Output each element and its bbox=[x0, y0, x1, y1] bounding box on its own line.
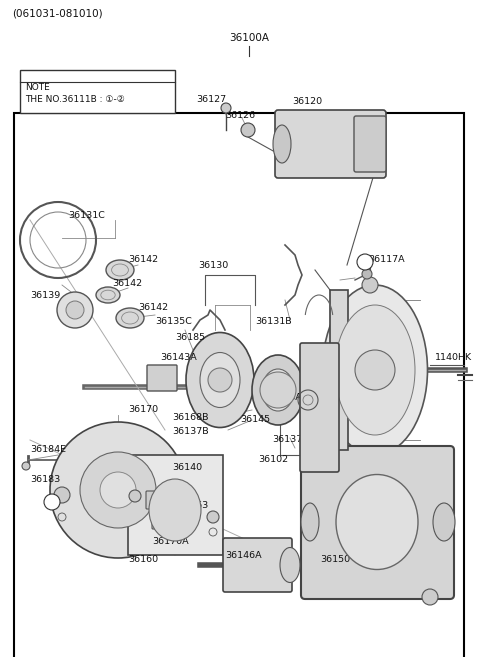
Text: 36130: 36130 bbox=[198, 260, 228, 269]
Text: 36155: 36155 bbox=[98, 476, 128, 484]
Ellipse shape bbox=[262, 369, 294, 411]
Text: THE NO.36111B : ①-②: THE NO.36111B : ①-② bbox=[25, 95, 125, 104]
Ellipse shape bbox=[200, 353, 240, 407]
Bar bbox=[330, 290, 348, 450]
FancyBboxPatch shape bbox=[301, 446, 454, 599]
Ellipse shape bbox=[116, 308, 144, 328]
Text: 36145: 36145 bbox=[240, 415, 270, 424]
Text: 36137B: 36137B bbox=[172, 428, 209, 436]
Ellipse shape bbox=[336, 474, 418, 570]
Circle shape bbox=[50, 422, 186, 558]
Circle shape bbox=[80, 452, 156, 528]
FancyBboxPatch shape bbox=[354, 116, 386, 172]
Text: 36110: 36110 bbox=[340, 394, 370, 403]
Circle shape bbox=[22, 462, 30, 470]
Circle shape bbox=[357, 254, 373, 270]
Ellipse shape bbox=[335, 305, 415, 435]
Ellipse shape bbox=[106, 260, 134, 280]
Text: 2: 2 bbox=[49, 497, 54, 507]
Circle shape bbox=[355, 350, 395, 390]
Circle shape bbox=[241, 123, 255, 137]
Text: 36126: 36126 bbox=[225, 110, 255, 120]
Text: 1140HK: 1140HK bbox=[435, 353, 472, 363]
Text: NOTE: NOTE bbox=[25, 83, 50, 93]
Text: 36163: 36163 bbox=[178, 501, 208, 509]
Circle shape bbox=[129, 490, 141, 502]
Text: 36184E: 36184E bbox=[30, 445, 66, 455]
Text: 1: 1 bbox=[362, 258, 367, 267]
Text: 36143A: 36143A bbox=[160, 353, 197, 363]
Text: 36160: 36160 bbox=[128, 556, 158, 564]
Text: 36183: 36183 bbox=[30, 476, 60, 484]
Text: 36138A: 36138A bbox=[265, 394, 302, 403]
Text: 36120: 36120 bbox=[292, 97, 322, 106]
Text: 36170: 36170 bbox=[128, 405, 158, 415]
Text: 36127: 36127 bbox=[196, 95, 226, 104]
Text: 36142: 36142 bbox=[112, 279, 142, 288]
FancyBboxPatch shape bbox=[152, 511, 164, 529]
Text: 36131B: 36131B bbox=[255, 317, 292, 327]
Text: 36139: 36139 bbox=[30, 290, 60, 300]
Circle shape bbox=[362, 269, 372, 279]
Circle shape bbox=[44, 494, 60, 510]
FancyBboxPatch shape bbox=[147, 365, 177, 391]
Circle shape bbox=[54, 487, 70, 503]
Circle shape bbox=[207, 511, 219, 523]
Circle shape bbox=[362, 277, 378, 293]
Text: 36142: 36142 bbox=[138, 304, 168, 313]
Text: 36100A: 36100A bbox=[229, 33, 269, 43]
Circle shape bbox=[100, 472, 136, 508]
Ellipse shape bbox=[252, 355, 304, 425]
Text: 36146A: 36146A bbox=[225, 551, 262, 560]
Ellipse shape bbox=[433, 503, 455, 541]
Ellipse shape bbox=[96, 287, 120, 303]
Ellipse shape bbox=[186, 332, 254, 428]
Ellipse shape bbox=[301, 503, 319, 541]
Text: (061031-081010): (061031-081010) bbox=[12, 9, 103, 19]
FancyBboxPatch shape bbox=[275, 110, 386, 178]
Circle shape bbox=[208, 368, 232, 392]
Text: 36135C: 36135C bbox=[155, 317, 192, 327]
Ellipse shape bbox=[273, 125, 291, 163]
Text: 36117A: 36117A bbox=[368, 256, 405, 265]
Circle shape bbox=[221, 103, 231, 113]
Circle shape bbox=[57, 292, 93, 328]
Circle shape bbox=[422, 589, 438, 605]
Ellipse shape bbox=[280, 547, 300, 583]
Text: 36131C: 36131C bbox=[68, 210, 105, 219]
Bar bbox=[20, 70, 175, 113]
FancyBboxPatch shape bbox=[223, 538, 292, 592]
Circle shape bbox=[66, 301, 84, 319]
Text: 36187: 36187 bbox=[358, 413, 388, 422]
Text: 36140: 36140 bbox=[172, 463, 202, 472]
Text: 36137A: 36137A bbox=[272, 436, 309, 445]
Ellipse shape bbox=[323, 285, 428, 455]
Text: 36170A: 36170A bbox=[152, 537, 189, 547]
Text: 36162: 36162 bbox=[98, 493, 128, 503]
Text: 36150: 36150 bbox=[320, 556, 350, 564]
FancyBboxPatch shape bbox=[300, 343, 339, 472]
Text: 36168B: 36168B bbox=[172, 413, 208, 422]
Circle shape bbox=[260, 372, 296, 408]
Text: 36185: 36185 bbox=[175, 334, 205, 342]
FancyBboxPatch shape bbox=[146, 491, 158, 509]
Text: 36142: 36142 bbox=[128, 256, 158, 265]
Text: 36164: 36164 bbox=[98, 510, 128, 520]
Bar bbox=[14, 113, 464, 657]
Bar bbox=[128, 455, 223, 555]
Ellipse shape bbox=[149, 479, 201, 541]
Text: 36102: 36102 bbox=[258, 455, 288, 464]
